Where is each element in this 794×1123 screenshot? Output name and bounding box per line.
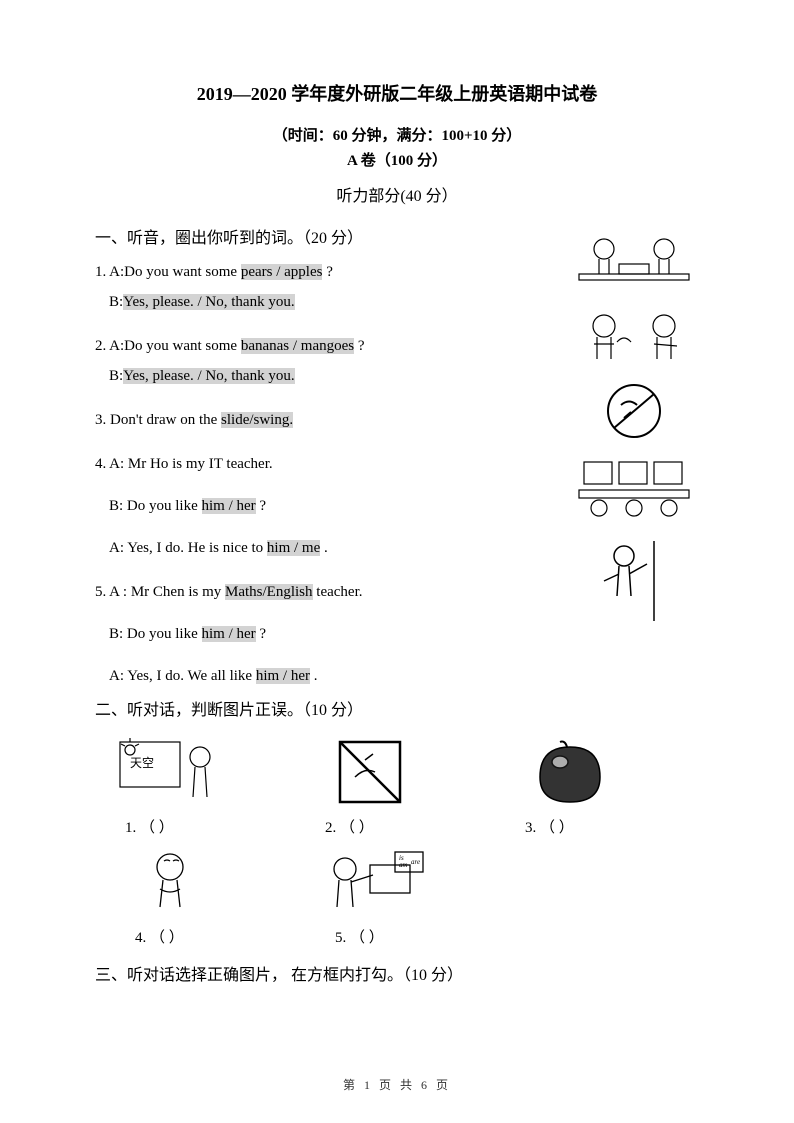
s2-img3 [515, 732, 625, 812]
q5-b-hl: him / her [202, 626, 256, 642]
q2-a-hl: bananas / mangoes [241, 338, 354, 354]
q4-b-prefix: B: Do you like [109, 498, 202, 514]
q5-a2-prefix: A: Yes, I do. We all like [109, 668, 256, 684]
q5-a2-suffix: . [310, 668, 318, 684]
q4-b-hl: him / her [202, 498, 256, 514]
q1-b-prefix: B: [109, 294, 123, 310]
q5-a2-hl: him / her [256, 668, 310, 684]
s2-label4: 4. （ ） [135, 926, 235, 947]
q5-b-suffix: ? [256, 626, 266, 642]
section1-wrap: 一、听音，圈出你听到的词。（20 分） 1. A:Do you want som… [95, 224, 699, 688]
q5-a-prefix: 5. A : Mr Chen is my [95, 584, 225, 600]
s2-img2 [315, 732, 425, 812]
q3-prefix: 3. Don't draw on the [95, 412, 221, 428]
svg-text:天空: 天空 [130, 756, 154, 770]
illus-4 [569, 450, 699, 528]
q2-a-prefix: 2. A:Do you want some [95, 338, 241, 354]
exam-title: 2019—2020 学年度外研版二年级上册英语期中试卷 [95, 80, 699, 106]
illus-5 [569, 536, 699, 628]
q1-a-hl: pears / apples [241, 264, 323, 280]
q2-b-prefix: B: [109, 368, 123, 384]
q2-b-hl: Yes, please. / No, thank you. [123, 368, 294, 384]
illus-3 [569, 380, 699, 442]
section2-title: 二、听对话，判断图片正误。（10 分） [95, 696, 699, 720]
exam-subtitle: （时间：60 分钟，满分：100+10 分） [95, 124, 699, 145]
q2-a-suffix: ? [354, 338, 364, 354]
q4: 4. A: Mr Ho is my IT teacher. B: Do you … [95, 452, 515, 560]
s2-img1: 天空 [115, 732, 225, 812]
q5-a-hl: Maths/English [225, 584, 313, 600]
q5-b-prefix: B: Do you like [109, 626, 202, 642]
section2-row2-images: isamare [125, 847, 699, 922]
q4-a2-suffix: . [320, 540, 328, 556]
q2: 2. A:Do you want some bananas / mangoes … [95, 334, 515, 388]
svg-text:are: are [411, 858, 420, 866]
illus-2 [569, 304, 699, 372]
q4-b-suffix: ? [256, 498, 266, 514]
section2-row2-labels: 4. （ ） 5. （ ） [135, 926, 699, 947]
q4-a2-prefix: A: Yes, I do. He is nice to [109, 540, 267, 556]
q5: 5. A : Mr Chen is my Maths/English teach… [95, 580, 515, 688]
section2-row1-labels: 1. （ ） 2. （ ） 3. （ ） [125, 816, 699, 837]
right-illustrations [569, 224, 699, 636]
s2-label1: 1. （ ） [125, 816, 235, 837]
listening-header: 听力部分(40 分） [95, 182, 699, 206]
s2-img4 [125, 847, 215, 922]
svg-text:am: am [399, 861, 408, 869]
q3: 3. Don't draw on the slide/swing. [95, 408, 515, 432]
q5-a-suffix: teacher. [313, 584, 363, 600]
section2-row1-images: 天空 [115, 732, 699, 812]
s2-label3: 3. （ ） [525, 816, 635, 837]
q1: 1. A:Do you want some pears / apples ? B… [95, 260, 515, 314]
page-footer: 第 1 页 共 6 页 [0, 1076, 794, 1093]
q1-a-prefix: 1. A:Do you want some [95, 264, 241, 280]
s2-label5: 5. （ ） [335, 926, 435, 947]
exam-paper-label: A 卷（100 分） [95, 149, 699, 170]
q1-b-hl: Yes, please. / No, thank you. [123, 294, 294, 310]
q4-a2-hl: him / me [267, 540, 320, 556]
q3-hl: slide/swing. [221, 412, 293, 428]
s2-img5: isamare [315, 847, 435, 922]
illus-1 [569, 224, 699, 296]
q1-a-suffix: ? [322, 264, 332, 280]
q4-a: 4. A: Mr Ho is my IT teacher. [95, 452, 515, 476]
section3-title: 三、听对话选择正确图片， 在方框内打勾。（10 分） [95, 961, 699, 985]
s2-label2: 2. （ ） [325, 816, 435, 837]
